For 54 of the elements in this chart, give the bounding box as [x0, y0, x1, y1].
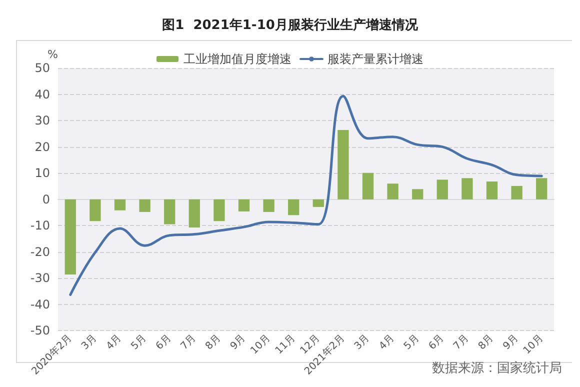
x-tick-label: 4月	[377, 332, 397, 352]
x-tick-label: 9月	[501, 332, 521, 352]
x-tick-label: 7月	[452, 332, 472, 352]
bar	[387, 184, 398, 200]
bar	[312, 199, 324, 207]
x-tick-label: 11月	[274, 332, 298, 357]
bar	[139, 199, 150, 212]
x-tick-label: 3月	[352, 332, 372, 352]
y-tick-label: 30	[34, 114, 50, 128]
bar	[338, 130, 349, 200]
x-tick-label: 7月	[178, 332, 198, 352]
bar	[536, 178, 548, 200]
y-tick-label: -40	[30, 297, 50, 312]
bar	[263, 199, 274, 212]
bar	[288, 199, 300, 216]
x-tick-label: 9月	[228, 332, 248, 352]
bar	[164, 199, 176, 224]
source-note: 数据来源：国家统计局	[432, 360, 562, 376]
x-tick-label: 10月	[522, 332, 546, 357]
bar	[238, 199, 250, 212]
x-tick-label: 6月	[426, 332, 446, 352]
chart-title: 图1 2021年1-10月服装行业生产增速情况	[162, 17, 419, 33]
x-tick-label: 8月	[204, 332, 224, 352]
x-tick-label: 6月	[154, 332, 174, 352]
y-tick-label: 40	[34, 87, 50, 102]
bar	[114, 199, 126, 210]
y-tick-label: -20	[30, 244, 50, 259]
bar	[64, 199, 76, 274]
y-tick-label: 0	[42, 192, 50, 206]
x-tick-label: 10月	[248, 332, 273, 357]
bar	[412, 189, 424, 200]
x-tick-label: 5月	[402, 332, 422, 352]
bar	[362, 172, 374, 200]
bar	[486, 181, 498, 200]
legend-label: 工业增加值月度增速	[184, 52, 292, 66]
x-tick-label: 5月	[129, 332, 149, 352]
x-tick-label: 8月	[476, 332, 496, 352]
y-tick-label: 10	[34, 166, 50, 180]
bar	[511, 186, 522, 200]
line-series	[69, 94, 543, 296]
x-tick-label: 3月	[80, 332, 100, 352]
y-axis-title: %	[48, 48, 58, 61]
bar	[214, 199, 225, 222]
y-tick-label: -30	[30, 271, 50, 286]
bar	[90, 199, 101, 222]
y-tick-label: -50	[30, 324, 50, 338]
y-tick-label: 20	[34, 140, 50, 154]
y-tick-label: 50	[34, 61, 50, 75]
bar	[462, 178, 473, 200]
legend-label: 服装产量累计增速	[328, 52, 424, 66]
bar	[436, 180, 448, 200]
y-tick-label: -10	[30, 218, 50, 233]
bar	[188, 199, 200, 228]
x-tick-label: 4月	[104, 332, 124, 352]
